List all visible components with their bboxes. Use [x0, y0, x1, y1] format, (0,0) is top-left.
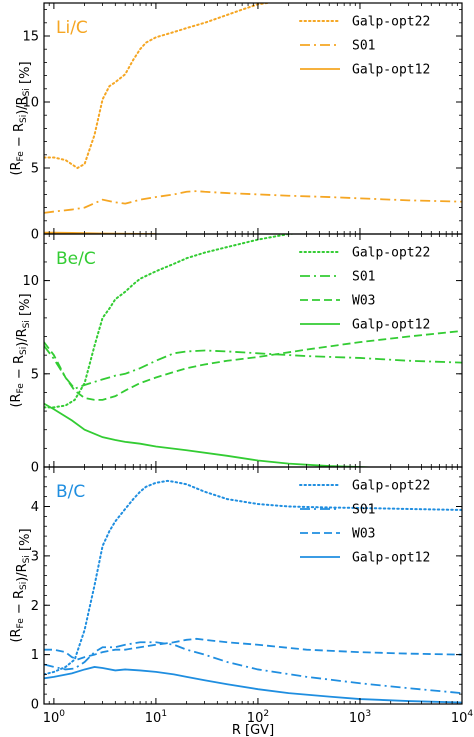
series-line-galp-opt22 [44, 479, 462, 676]
legend-label: W03 [352, 527, 375, 542]
y-tick-label: 5 [31, 162, 39, 177]
y-tick-label: 5 [31, 367, 39, 382]
series-line-galp-opt12 [44, 402, 384, 467]
y-tick-label: 15 [22, 30, 39, 45]
legend-label: Galp-opt22 [352, 479, 430, 494]
panel-0: 0 5 10 15 Li/C Galp-opt22 S01 Galp-opt12 (RFe − … [9, 2, 463, 243]
x-tick-label: 103 [349, 709, 371, 726]
y-tick-label: 4 [31, 500, 39, 515]
series-line-galp-opt22 [44, 3, 274, 170]
legend-label: S01 [352, 39, 375, 54]
series-line-w03 [44, 330, 462, 401]
legend-label: Galp-opt12 [352, 63, 430, 78]
legend-label: S01 [352, 270, 375, 285]
y-axis-label: (RFe − RSi)/RSi [%] [9, 61, 33, 175]
panel-2: 0 1 2 3 4 B/C Galp-opt22 S01 W03 Galp-opt12 (RFe −… [9, 466, 474, 737]
y-tick-label: 10 [22, 274, 39, 289]
axes-frame [43, 233, 463, 468]
series-line-s01 [44, 190, 462, 214]
x-axis-label: R [GV] [232, 723, 274, 737]
legend-label: Galp-opt22 [352, 15, 430, 30]
x-tick-label: 101 [145, 709, 167, 726]
legend-label: Galp-opt12 [352, 318, 430, 333]
y-tick-label: 1 [31, 648, 39, 663]
y-tick-label: 0 [31, 228, 39, 243]
y-axis-label: (RFe − RSi)/RSi [%] [9, 528, 33, 642]
x-tick-label: 100 [43, 709, 66, 726]
y-tick-label: 2 [31, 599, 39, 614]
x-tick-label: 104 [451, 709, 474, 726]
legend-label: Galp-opt22 [352, 246, 430, 261]
series-line-w03 [44, 637, 462, 661]
y-axis-label: (RFe − RSi)/RSi [%] [9, 293, 33, 407]
panel-label: Li/C [56, 18, 88, 38]
legend-label: S01 [352, 503, 375, 518]
legend-label: W03 [352, 294, 375, 309]
panel-label: B/C [56, 482, 85, 502]
y-tick-label: 0 [31, 698, 39, 713]
panel-label: Be/C [56, 249, 96, 269]
y-tick-label: 10 [22, 96, 39, 111]
series-line-s01 [44, 345, 462, 390]
series-line-galp-opt12 [44, 666, 462, 704]
y-tick-label: 3 [31, 549, 39, 564]
x-tick-label: 102 [247, 709, 269, 726]
legend-label: Galp-opt12 [352, 551, 430, 566]
y-tick-label: 0 [31, 461, 39, 476]
axes-frame [43, 2, 463, 235]
series-line-s01 [44, 641, 462, 695]
panel-1: 0 5 10 Be/C Galp-opt22 S01 W03 Galp-opt12 (RFe −… [9, 233, 463, 476]
